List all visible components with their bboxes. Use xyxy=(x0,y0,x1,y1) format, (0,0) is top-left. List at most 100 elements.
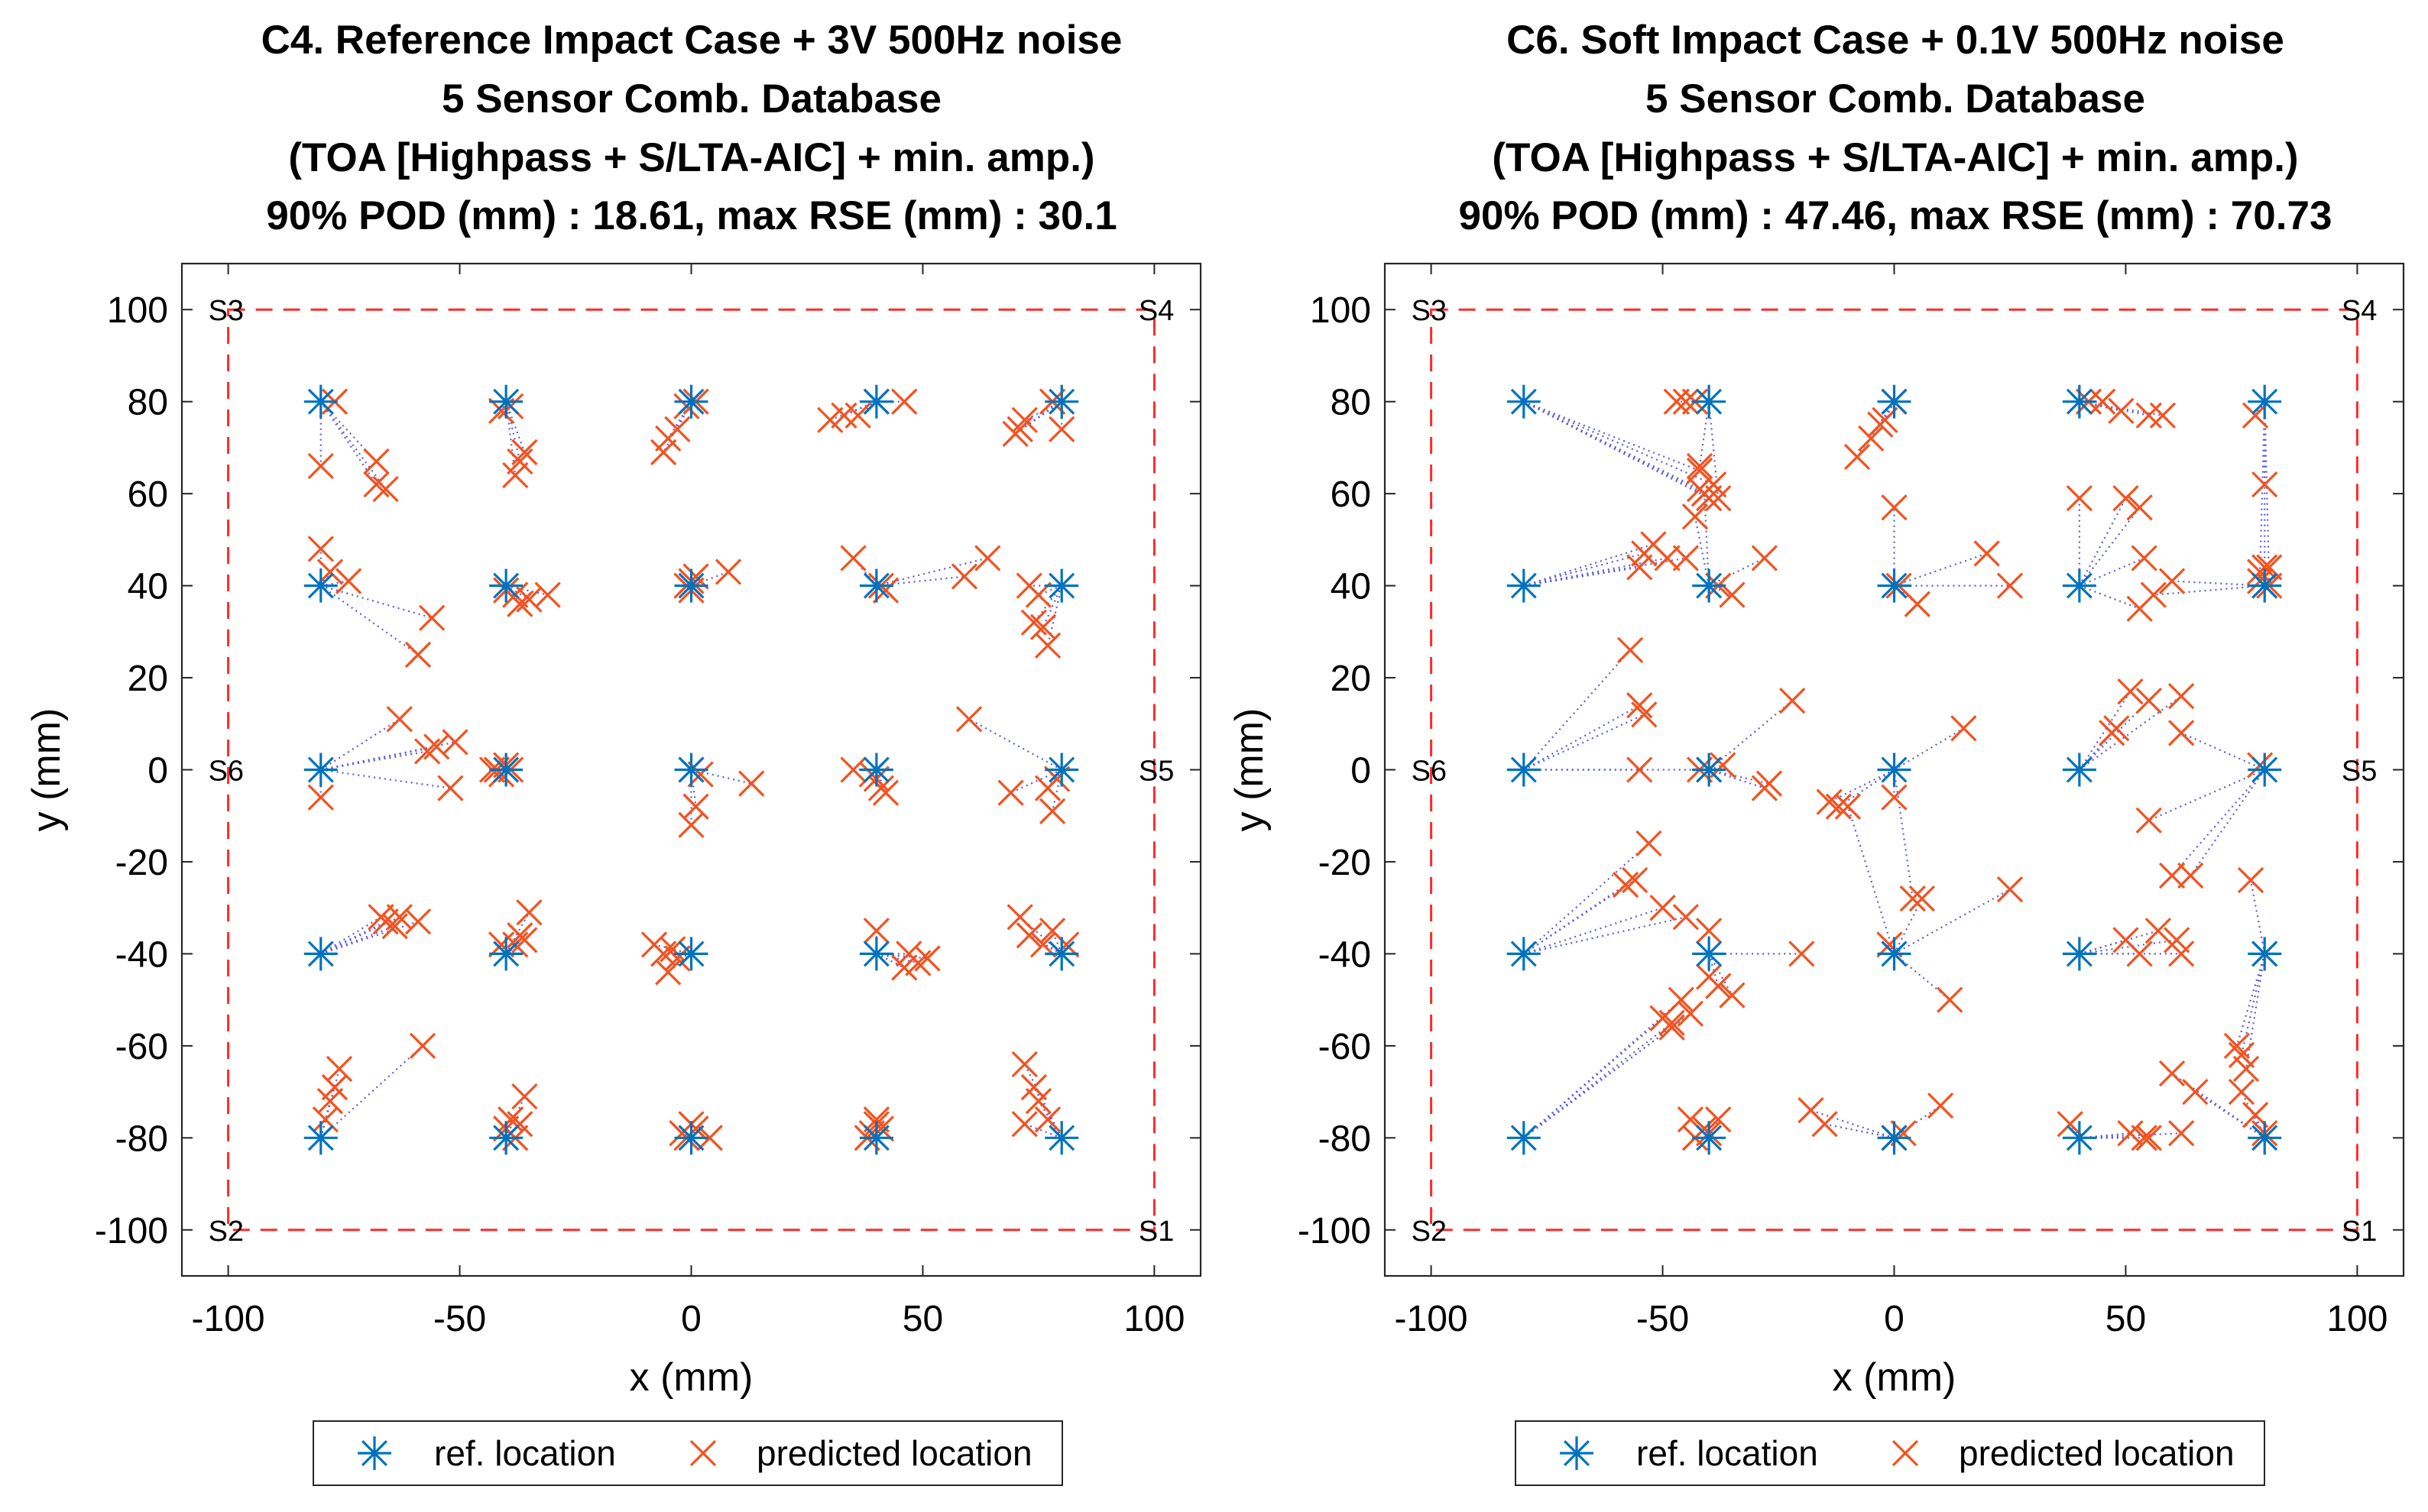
x-tick-label: -50 xyxy=(1636,1299,1689,1339)
predicted-point xyxy=(1686,457,1713,484)
link-line xyxy=(1523,916,1687,955)
reference-point xyxy=(674,568,708,603)
sensor-label-s4: S4 xyxy=(2342,295,2377,327)
sensor-label-s1: S1 xyxy=(2342,1216,2377,1248)
predicted-point xyxy=(2158,1060,2186,1087)
predicted-point xyxy=(2144,918,2171,944)
predicted-point xyxy=(2089,388,2116,415)
predicted-point xyxy=(2066,485,2092,512)
reference-point xyxy=(1045,937,1079,971)
predicted-point xyxy=(1020,1073,1048,1101)
predicted-point xyxy=(1622,866,1648,894)
predicted-point xyxy=(2140,581,2167,608)
predicted-point xyxy=(1635,830,1662,856)
reference-point xyxy=(2062,384,2096,419)
predicted-point xyxy=(1029,614,1057,640)
predicted-point xyxy=(511,927,538,953)
reference-point xyxy=(1045,753,1079,787)
predicted-point xyxy=(867,775,895,801)
predicted-point xyxy=(1034,1106,1062,1133)
predicted-point xyxy=(2108,397,2135,424)
y-axis-label: y (mm) xyxy=(24,708,69,832)
link-line xyxy=(320,769,451,789)
y-tick-label: 60 xyxy=(128,474,168,515)
reference-point xyxy=(1877,1121,1911,1155)
predicted-point xyxy=(507,591,533,617)
link-line xyxy=(505,934,521,955)
link-line xyxy=(1810,1109,1895,1139)
predicted-point xyxy=(1658,1009,1685,1036)
link-line xyxy=(320,916,400,955)
predicted-point xyxy=(914,945,941,972)
predicted-point xyxy=(1788,941,1815,967)
predicted-point xyxy=(891,954,918,981)
y-tick-label: -80 xyxy=(115,1119,168,1159)
predicted-point xyxy=(1996,572,2024,599)
x-tick-label: 0 xyxy=(1884,1299,1904,1339)
link-line xyxy=(1824,1123,1895,1139)
predicted-point xyxy=(1779,688,1806,714)
predicted-point xyxy=(1016,922,1042,949)
chart-title-line: 5 Sensor Comb. Database xyxy=(442,76,942,121)
predicted-point xyxy=(363,471,390,498)
link-line xyxy=(1893,1105,1941,1139)
predicted-point xyxy=(316,1088,344,1115)
predicted-point xyxy=(335,568,362,594)
predicted-point xyxy=(655,959,682,986)
predicted-point xyxy=(2168,683,2195,710)
link-line xyxy=(1846,806,1895,954)
predicted-point xyxy=(863,918,890,944)
predicted-point xyxy=(1755,770,1783,797)
link-line xyxy=(844,400,877,416)
link-line xyxy=(1523,557,1687,587)
predicted-point xyxy=(2228,1078,2255,1106)
predicted-point xyxy=(678,811,705,838)
predicted-point xyxy=(715,559,742,585)
y-tick-label: -20 xyxy=(1318,843,1371,883)
predicted-point xyxy=(534,581,561,608)
reference-point xyxy=(2062,1121,2096,1155)
link-line xyxy=(1894,552,1988,587)
predicted-point xyxy=(372,475,399,503)
predicted-point xyxy=(381,913,408,940)
predicted-point xyxy=(321,1073,348,1101)
predicted-point xyxy=(1899,886,1926,912)
legend: ref. location predicted location xyxy=(1515,1420,2265,1486)
predicted-point xyxy=(1825,793,1852,820)
predicted-point xyxy=(414,738,441,765)
predicted-point xyxy=(660,936,686,963)
reference-point xyxy=(1506,937,1541,971)
predicted-point xyxy=(2256,554,2283,581)
reference-point xyxy=(1045,384,1079,419)
y-tick-label: 100 xyxy=(1310,290,1371,331)
predicted-point xyxy=(419,604,446,631)
link-line xyxy=(320,1045,423,1139)
reference-point xyxy=(674,384,708,419)
link-line xyxy=(1523,879,1635,955)
link-line xyxy=(1010,769,1062,794)
predicted-point xyxy=(1816,788,1843,815)
reference-point xyxy=(1877,568,1911,603)
link-line xyxy=(1523,400,1714,486)
predicted-point xyxy=(738,770,765,797)
predicted-point xyxy=(650,439,677,466)
predicted-point xyxy=(386,904,413,931)
predicted-point xyxy=(1751,545,1778,571)
reference-point xyxy=(489,568,524,603)
y-tick-label: 20 xyxy=(1331,659,1371,699)
reference-point xyxy=(2248,1121,2282,1155)
link-line xyxy=(1019,916,1062,955)
predicted-point xyxy=(1654,545,1681,571)
chart-title-line: 5 Sensor Comb. Database xyxy=(1645,76,2145,121)
predicted-point xyxy=(1834,793,1862,820)
predicted-point xyxy=(1039,798,1066,824)
link-line xyxy=(1523,843,1650,955)
reference-point xyxy=(489,384,524,419)
reference-point xyxy=(1045,568,1079,603)
predicted-point xyxy=(2103,715,2130,742)
link-line xyxy=(1523,1026,1673,1139)
predicted-point xyxy=(1927,1093,1954,1119)
reference-point xyxy=(859,384,893,419)
